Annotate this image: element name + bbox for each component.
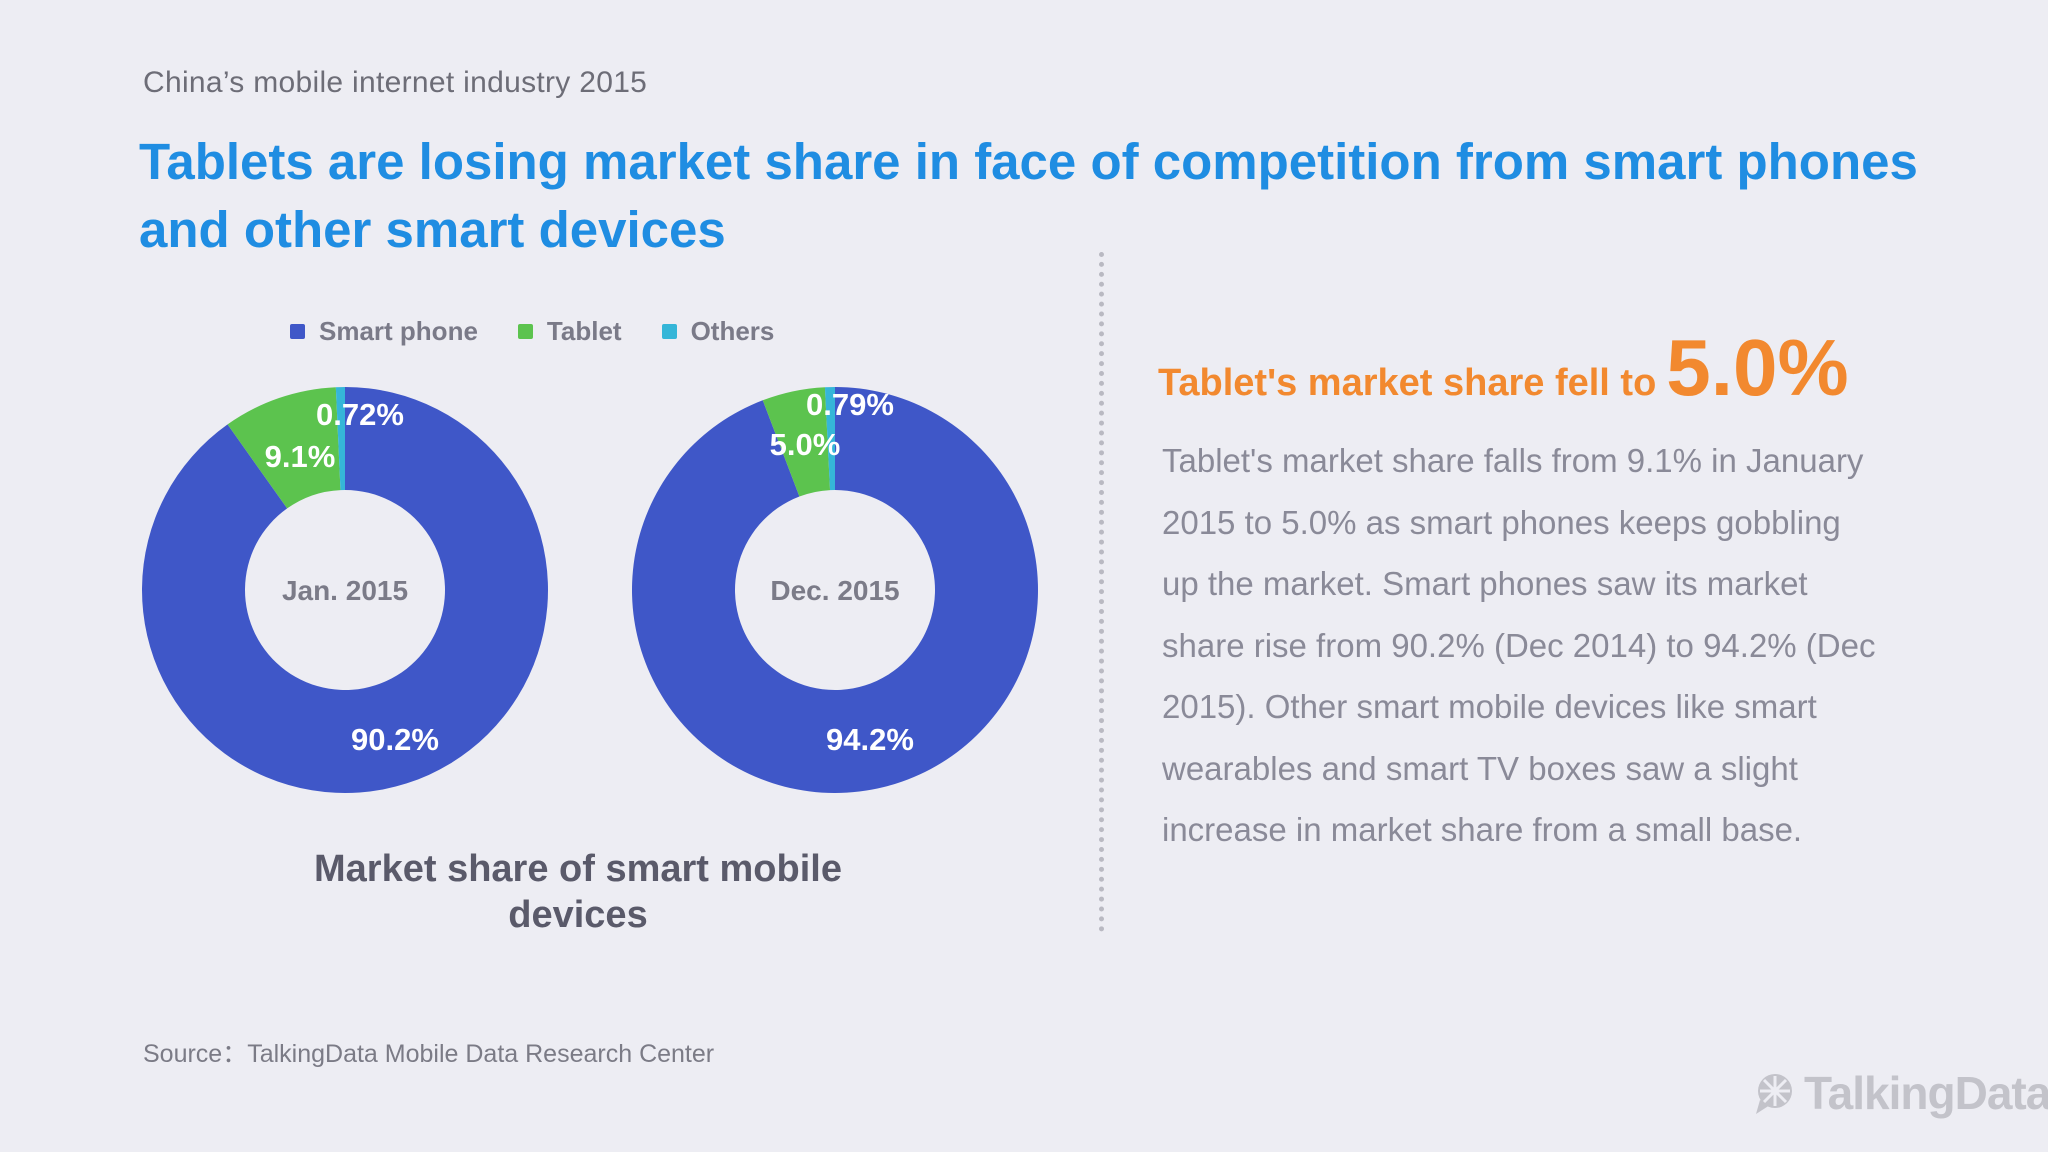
section-divider (1099, 252, 1104, 932)
source-note: Source：TalkingData Mobile Data Research … (143, 1040, 715, 1068)
legend-item-smart-phone: Smart phone (290, 316, 478, 347)
donut-slice-smart-phone-1 (141, 387, 548, 794)
callout-text: Tablet's market share fell to (1158, 362, 1657, 404)
donut-slice-tablet-2 (762, 387, 831, 497)
legend-label-others: Others (690, 316, 775, 346)
slice-label-others-1: 0.72% (316, 397, 404, 432)
page-headline: Tablets are losing market share in face … (139, 133, 1918, 258)
slice-label-smart-phone-2: 94.2% (826, 722, 914, 757)
callout-value: 5.0% (1666, 323, 1849, 412)
donut-center-label-1: Jan. 2015 (282, 575, 408, 606)
slice-label-others-2: 0.79% (806, 387, 894, 422)
donut-slice-others-2 (824, 387, 835, 491)
slice-label-tablet-2: 5.0% (770, 427, 841, 462)
legend-swatch-smart-phone (290, 324, 305, 339)
body-paragraph: Tablet's market share falls from 9.1% in… (1162, 442, 1876, 848)
legend-label-tablet: Tablet (546, 316, 622, 346)
page-subtitle: China’s mobile internet industry 2015 (143, 66, 648, 99)
callout: Tablet's market share fell to 5.0% (1158, 322, 1849, 414)
legend-item-tablet: Tablet (517, 316, 622, 347)
talkingdata-logo: TalkingData (1752, 1066, 2048, 1120)
chart-legend: Smart phone Tablet Others (290, 316, 814, 347)
slice-label-smart-phone-1: 90.2% (351, 722, 439, 757)
logo-icon (1756, 1074, 1792, 1114)
chart-title: Market share of smart mobile devices (314, 848, 842, 936)
donut-slice-tablet-1 (227, 387, 341, 509)
legend-swatch-tablet (517, 324, 533, 339)
donut-center-label-2: Dec. 2015 (770, 575, 899, 606)
donut-slice-smart-phone-2 (632, 387, 1038, 793)
legend-item-others: Others (661, 316, 775, 347)
slice-label-tablet-1: 9.1% (265, 439, 336, 474)
logo-text: TalkingData (1804, 1067, 2048, 1119)
donut-slice-others-1 (335, 387, 345, 491)
legend-swatch-others (661, 324, 677, 339)
legend-label-smart-phone: Smart phone (319, 316, 478, 346)
donut-charts: Jan. 2015 90.2% 9.1% 0.72% Dec. 2015 94.2% 5.0… (141, 387, 1038, 794)
